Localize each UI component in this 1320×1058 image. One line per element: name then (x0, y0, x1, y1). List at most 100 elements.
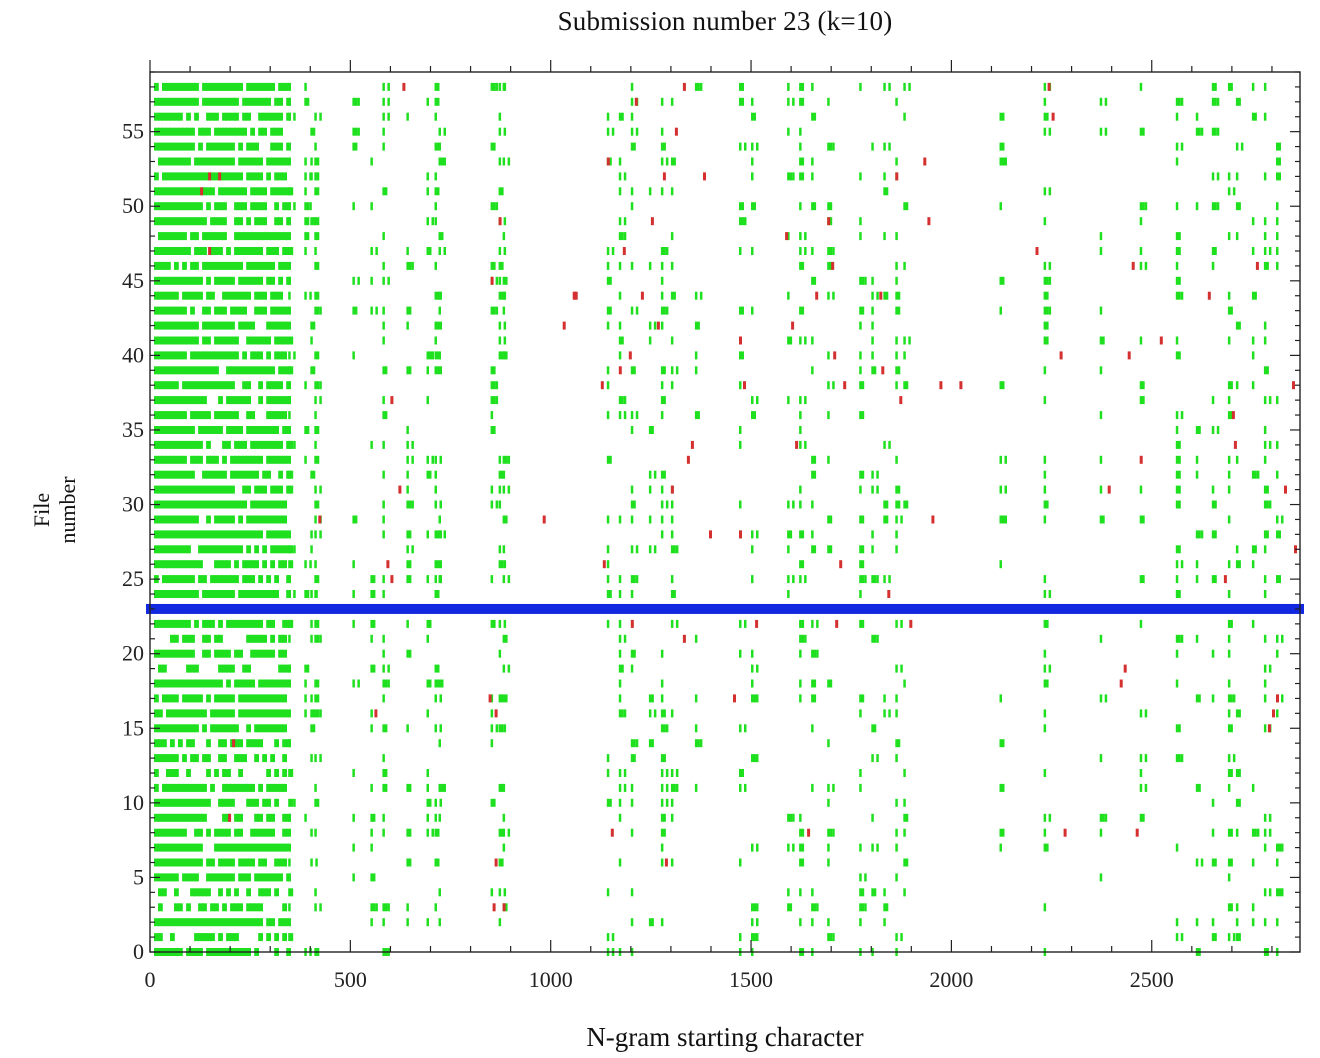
chart-title: Submission number 23 (k=10) (557, 6, 893, 36)
match-mark (502, 813, 506, 822)
match-mark (270, 127, 275, 136)
match-mark (1251, 291, 1257, 300)
match-mark (174, 575, 179, 584)
match-mark (648, 261, 652, 270)
match-mark (1235, 232, 1239, 241)
match-mark (799, 247, 802, 255)
match-mark (999, 112, 1005, 121)
match-mark (238, 590, 243, 598)
match-mark (382, 634, 385, 643)
match-mark (1227, 306, 1233, 315)
match-mark (190, 187, 195, 196)
x-tick-label: 1500 (729, 967, 773, 992)
match-mark (1227, 858, 1233, 867)
match-mark (387, 112, 390, 121)
match-mark (352, 306, 358, 315)
match-mark (174, 82, 179, 91)
match-mark (883, 440, 886, 449)
match-mark (1276, 858, 1279, 867)
partial-mark (839, 560, 843, 569)
match-mark (234, 455, 239, 464)
match-mark (792, 575, 795, 584)
match-mark (999, 694, 1002, 703)
match-mark (999, 515, 1005, 524)
match-mark (787, 82, 790, 91)
match-mark (304, 97, 310, 106)
match-mark (162, 873, 167, 882)
match-mark (675, 619, 679, 628)
match-mark (288, 112, 291, 121)
match-mark (495, 82, 499, 91)
match-mark (266, 873, 271, 882)
match-mark (250, 679, 255, 688)
match-mark (751, 545, 754, 554)
match-mark (832, 247, 835, 255)
match-mark (166, 187, 171, 196)
match-mark (1175, 455, 1181, 464)
match-mark (670, 858, 674, 867)
match-mark (1099, 127, 1103, 136)
match-mark (178, 202, 183, 211)
match-mark (158, 903, 163, 912)
partial-mark (1127, 351, 1131, 360)
match-mark (266, 575, 271, 584)
match-mark (194, 590, 199, 598)
match-mark (310, 366, 316, 375)
match-mark (1263, 112, 1267, 121)
match-mark (250, 843, 255, 852)
match-mark (182, 575, 187, 584)
match-mark (278, 545, 283, 554)
match-mark (1043, 813, 1047, 822)
match-mark (270, 396, 275, 405)
match-mark (309, 560, 312, 569)
match-mark (739, 769, 744, 777)
match-mark (222, 739, 227, 748)
match-mark (222, 903, 227, 912)
match-mark (1211, 396, 1215, 405)
match-mark (250, 351, 255, 360)
match-mark (218, 888, 223, 897)
match-mark (166, 560, 171, 569)
match-mark (254, 306, 259, 315)
match-mark (198, 530, 203, 539)
match-mark (811, 530, 814, 539)
match-mark (234, 247, 239, 255)
match-mark (222, 858, 227, 867)
match-mark (218, 426, 223, 434)
match-mark (274, 306, 279, 315)
partial-mark (490, 276, 494, 285)
match-mark (278, 709, 283, 718)
match-mark (1099, 828, 1103, 837)
match-mark (190, 858, 195, 867)
match-mark (186, 485, 191, 494)
match-mark (218, 619, 223, 628)
match-mark (162, 157, 167, 166)
match-mark (799, 619, 805, 628)
match-mark (186, 470, 191, 479)
match-mark (226, 187, 231, 196)
match-mark (254, 694, 259, 703)
match-mark (1227, 455, 1231, 464)
match-mark (270, 366, 275, 375)
match-mark (439, 500, 442, 509)
match-mark (1175, 142, 1179, 151)
match-mark (694, 321, 700, 330)
match-mark (1227, 828, 1233, 837)
match-mark (503, 336, 507, 345)
match-mark (1232, 187, 1236, 196)
match-mark (438, 813, 441, 822)
partial-mark (939, 381, 943, 390)
match-mark (618, 709, 624, 718)
match-mark (1263, 366, 1269, 375)
match-mark (206, 276, 211, 285)
partial-mark (1276, 694, 1279, 703)
match-mark (182, 858, 187, 867)
match-mark (234, 813, 239, 822)
match-mark (154, 679, 159, 688)
match-mark (158, 664, 163, 673)
match-mark (278, 679, 283, 688)
match-mark (250, 560, 255, 569)
match-mark (174, 545, 179, 554)
match-mark (198, 276, 203, 285)
